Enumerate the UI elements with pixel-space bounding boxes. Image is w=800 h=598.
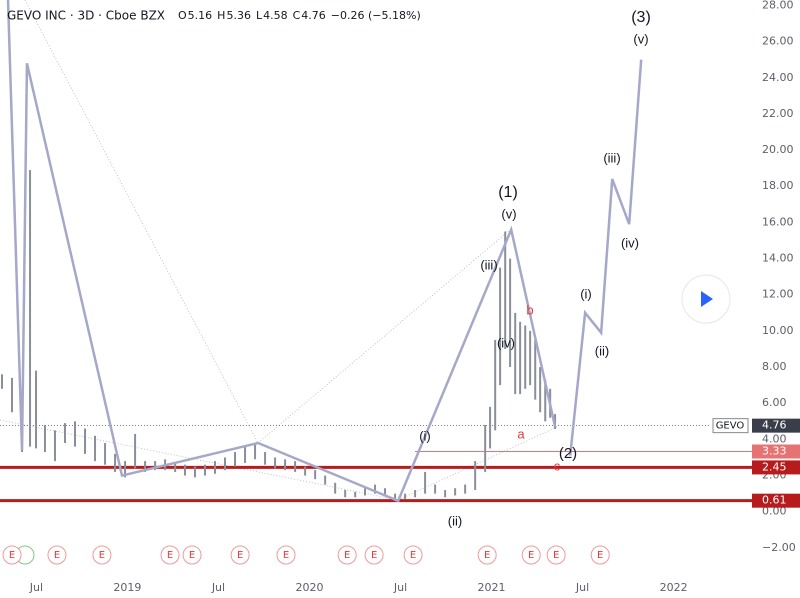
earnings-marker [47, 545, 67, 565]
wave-label: (1) [498, 184, 518, 201]
y-tick-label: 6.00 [762, 396, 787, 409]
level-label: 0.61 [762, 494, 787, 507]
earnings-label: E [528, 550, 534, 561]
earnings-marker [230, 545, 250, 565]
wave-label: (iii) [603, 150, 620, 165]
earnings-marker [546, 545, 566, 565]
earnings-marker [182, 545, 202, 565]
x-tick-label: 2021 [478, 581, 506, 594]
y-tick-label: 0.00 [762, 505, 787, 518]
x-tick-label: 2020 [295, 581, 323, 594]
fib-line [24, 0, 259, 444]
y-tick-label: 22.00 [762, 107, 794, 120]
earnings-label: E [344, 550, 350, 561]
earnings-label: E [283, 550, 289, 561]
last-price-label: 4.76 [762, 419, 787, 432]
wave-label: (ii) [448, 513, 462, 528]
y-tick-label: 24.00 [762, 71, 794, 84]
symbol-title: GEVO INC · 3D · Cboe BZX [7, 9, 165, 23]
earnings-marker [337, 545, 357, 565]
earnings-marker [590, 545, 610, 565]
wave-label: (v) [501, 206, 516, 221]
plot [0, 0, 752, 503]
ohlc-label: L [256, 9, 263, 22]
earnings-marker [403, 545, 423, 565]
earnings-label: E [484, 550, 490, 561]
fib-line [257, 228, 512, 444]
earnings-marker [276, 545, 296, 565]
ohlc-label: C [293, 9, 301, 22]
y-tick-label: 14.00 [762, 252, 794, 265]
ohlc-value: 4.76 [301, 9, 326, 22]
ohlc-value: 5.16 [188, 9, 213, 22]
y-tick-label: 8.00 [762, 360, 787, 373]
y-tick-label: 26.00 [762, 35, 794, 48]
wave-label: (iv) [497, 335, 515, 350]
level-label-box [752, 460, 800, 475]
level-label-box [752, 444, 800, 459]
x-tick-label: Jul [393, 581, 407, 594]
earnings-label: E [167, 550, 173, 561]
earnings-label: E [553, 550, 559, 561]
earnings-marker [521, 545, 541, 565]
wave-label: (i) [419, 428, 431, 443]
x-tick-label: 2019 [113, 581, 141, 594]
level-label: 2.45 [762, 460, 787, 473]
x-tick-label: 2022 [660, 581, 688, 594]
wave-label: (iii) [480, 257, 497, 272]
earnings-label: E [237, 550, 243, 561]
wave-label: (i) [580, 286, 592, 301]
x-tick-label: Jul [575, 581, 589, 594]
earnings-marker [92, 545, 112, 565]
y-tick-label: 4.00 [762, 432, 787, 445]
ohlc-value: 5.36 [226, 9, 251, 22]
level-label-box [752, 493, 800, 508]
wave-line [568, 59, 643, 456]
level-label: 3.33 [762, 445, 787, 458]
wave-label: (v) [633, 31, 648, 46]
wave-label: (ii) [595, 343, 609, 358]
change: −0.26 (−5.18%) [331, 9, 421, 22]
symbol-label: GEVO [716, 421, 745, 432]
ohlc-label: O [178, 9, 187, 22]
play-button[interactable] [681, 274, 731, 324]
last-price-box [752, 418, 800, 433]
y-tick-label: −2.00 [762, 541, 796, 554]
wave-label: (2) [559, 445, 577, 462]
y-tick-label: 10.00 [762, 324, 794, 337]
x-tick-label: Jul [211, 581, 225, 594]
y-tick-label: 28.00 [762, 0, 794, 11]
earnings-marker [2, 545, 22, 565]
fib-line [397, 426, 558, 501]
ohlc-label: H [217, 9, 225, 22]
wave-label: (iv) [621, 235, 639, 250]
earnings-label: E [410, 550, 416, 561]
x-tick-label: Jul [29, 581, 43, 594]
earnings-marker [477, 545, 497, 565]
earnings-label: E [371, 550, 377, 561]
wave-label: c [554, 458, 561, 473]
symbol-box [712, 418, 749, 434]
earnings-label: E [54, 550, 60, 561]
earnings-label: E [597, 550, 603, 561]
earnings-label: E [189, 550, 195, 561]
earnings-label: E [99, 550, 105, 561]
wave-label: (3) [631, 9, 651, 26]
y-tick-label: 18.00 [762, 179, 794, 192]
wave-label: b [526, 302, 533, 317]
y-tick-label: 16.00 [762, 215, 794, 228]
earnings-marker [364, 545, 384, 565]
y-tick-label: 20.00 [762, 143, 794, 156]
ohlc-value: 4.58 [263, 9, 288, 22]
earnings-label: E [9, 550, 15, 561]
fib-line [0, 419, 399, 501]
y-tick-label: 12.00 [762, 288, 794, 301]
earnings-marker [160, 545, 180, 565]
play-icon[interactable] [701, 291, 713, 307]
wave-label: a [517, 426, 525, 441]
wave-line [6, 0, 557, 503]
